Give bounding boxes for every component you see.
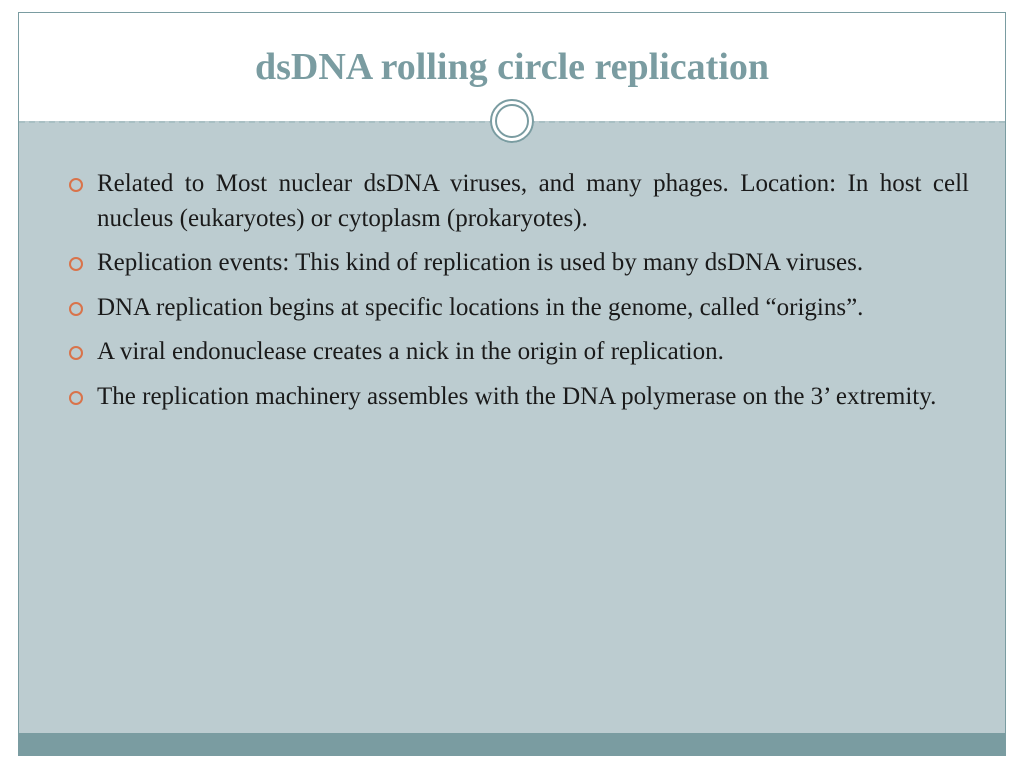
- divider-circle-icon: [490, 99, 534, 143]
- list-item: DNA replication begins at specific locat…: [69, 291, 969, 326]
- list-item: Related to Most nuclear dsDNA viruses, a…: [69, 167, 969, 236]
- footer-bar: [19, 733, 1005, 755]
- slide-title: dsDNA rolling circle replication: [255, 45, 769, 89]
- bullet-list: Related to Most nuclear dsDNA viruses, a…: [69, 167, 969, 414]
- list-item: The replication machinery assembles with…: [69, 380, 969, 415]
- body-area: Related to Most nuclear dsDNA viruses, a…: [19, 121, 1005, 733]
- list-item: Replication events: This kind of replica…: [69, 246, 969, 281]
- slide-frame: dsDNA rolling circle replication Related…: [18, 12, 1006, 756]
- list-item: A viral endonuclease creates a nick in t…: [69, 335, 969, 370]
